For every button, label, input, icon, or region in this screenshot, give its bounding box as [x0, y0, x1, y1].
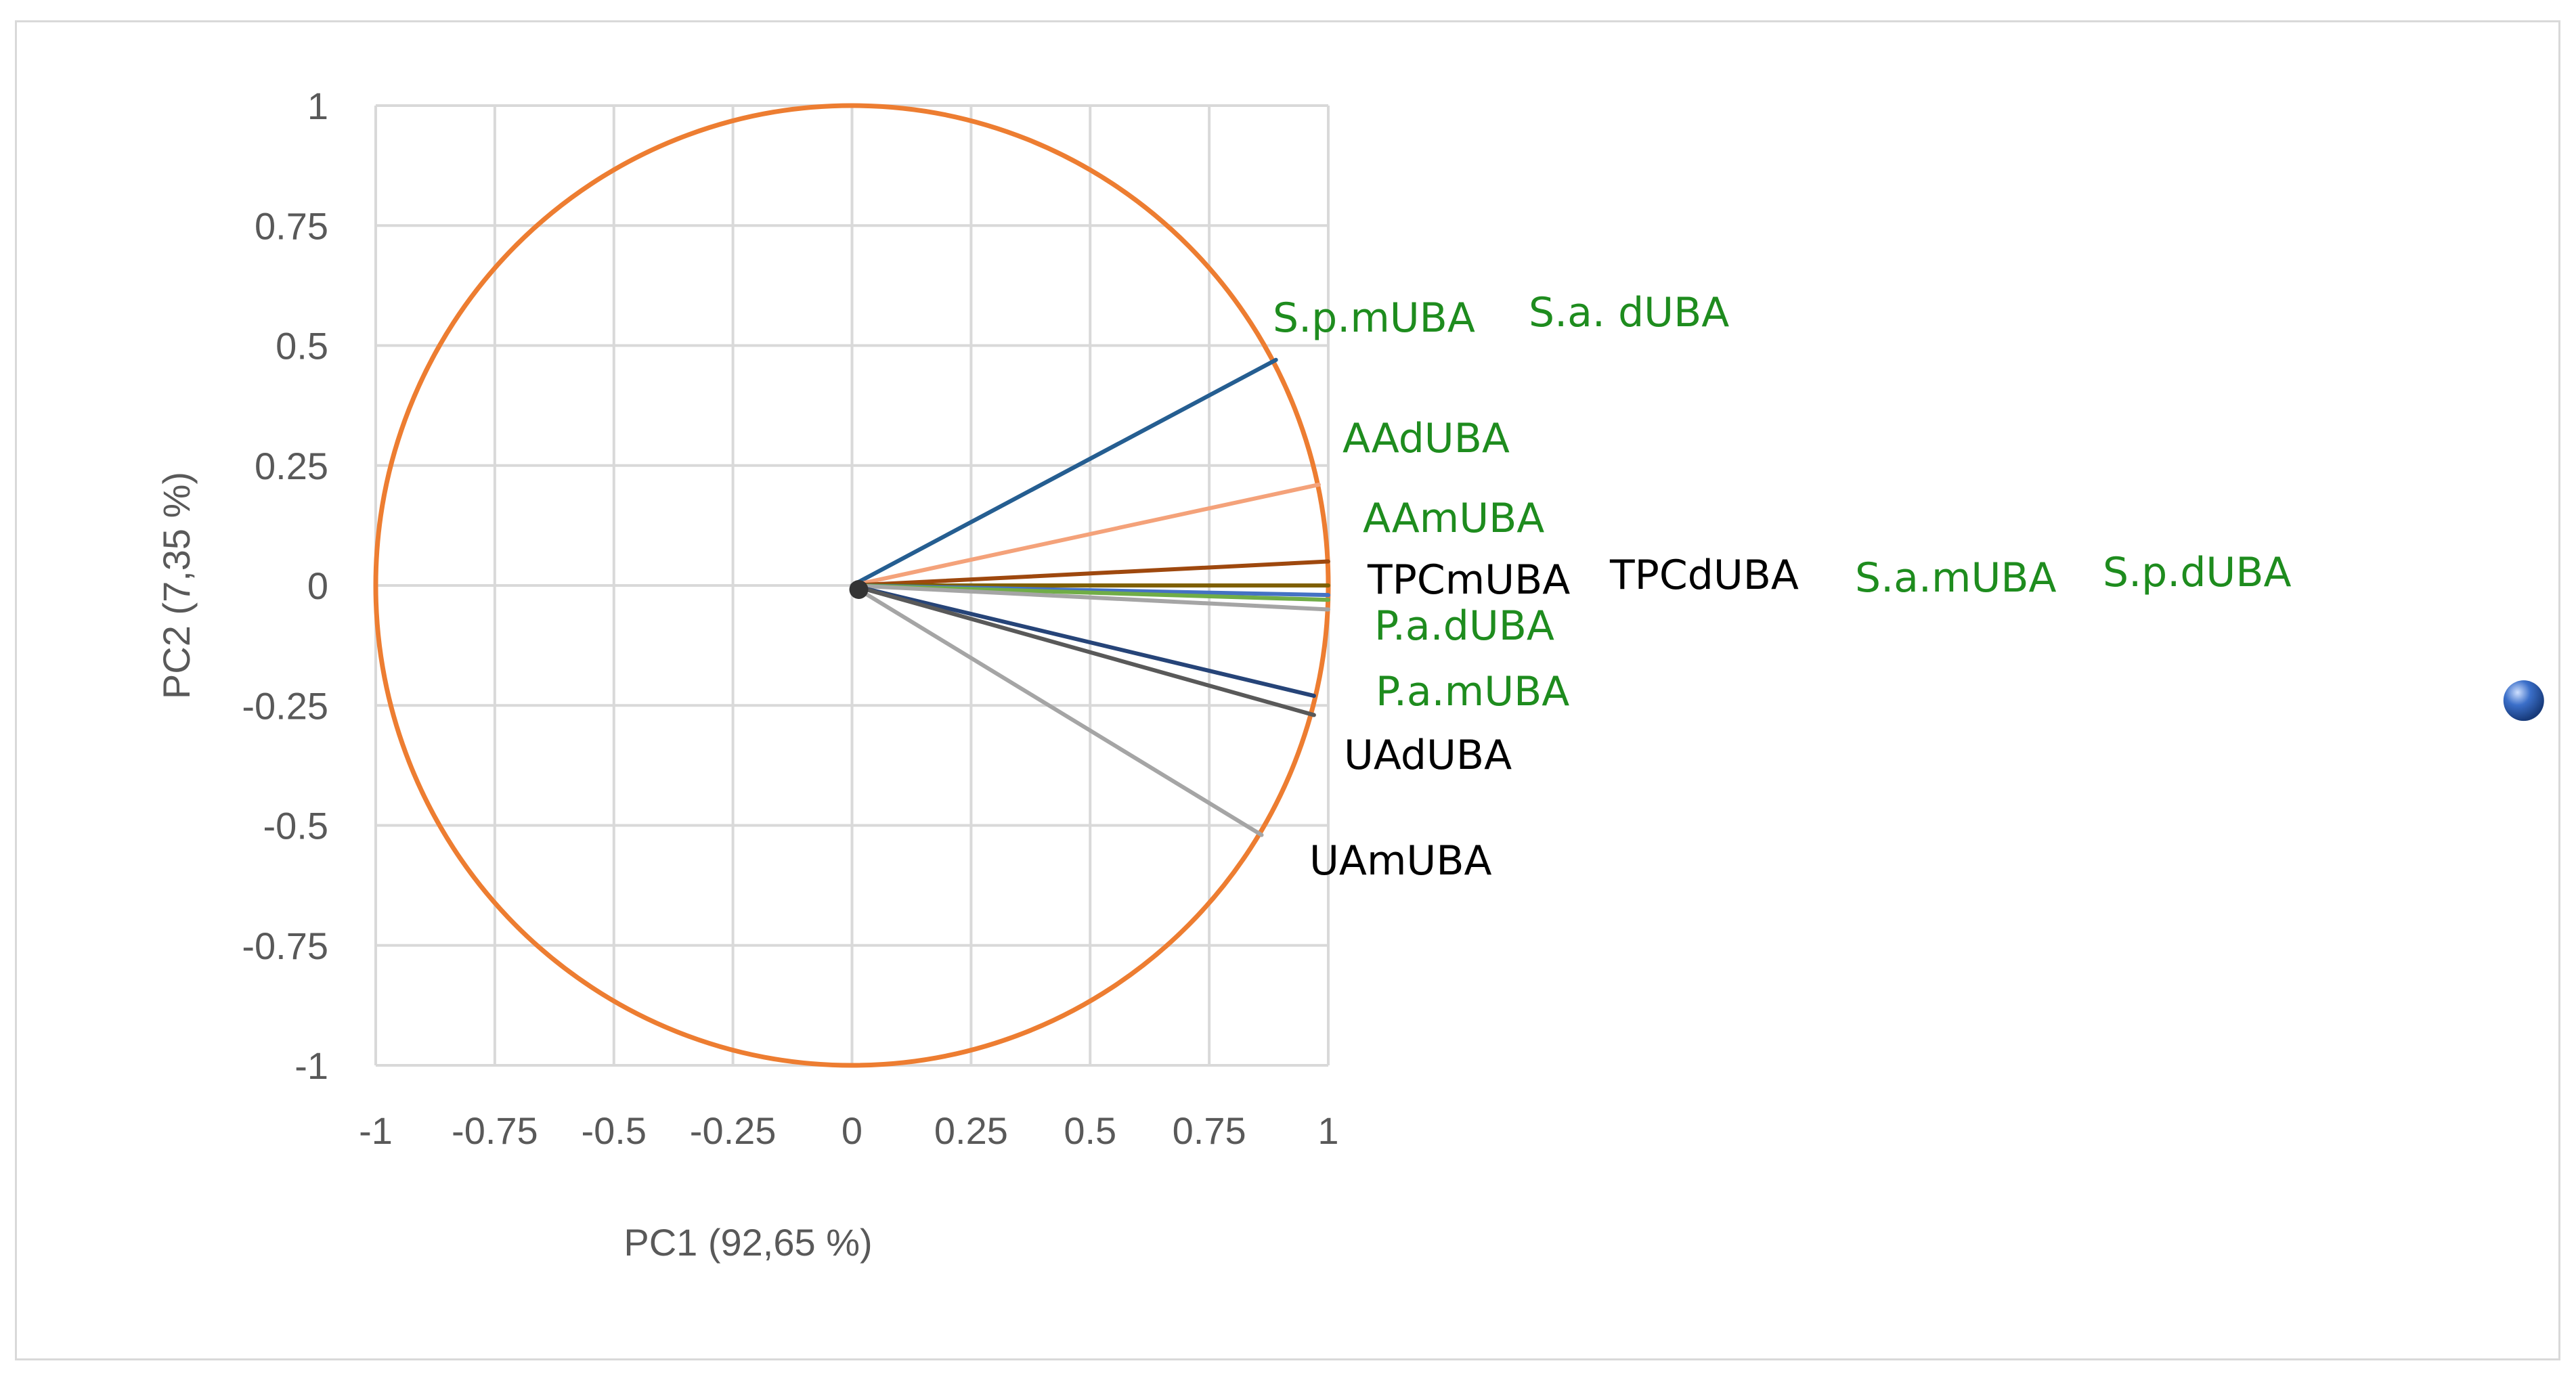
vector-label: UAmUBA — [1309, 837, 1492, 885]
origin-point — [849, 580, 869, 599]
loading-vector — [850, 583, 1264, 837]
vector-label: S.a.mUBA — [1855, 554, 2057, 602]
y-tick-label: 0.25 — [255, 445, 328, 487]
x-tick-label: -0.75 — [452, 1109, 538, 1152]
y-axis-title: PC2 (7,35 %) — [155, 472, 198, 699]
data-point-marker — [2503, 680, 2544, 722]
y-tick-label: -0.5 — [263, 805, 329, 847]
vector-label: UAdUBA — [1344, 732, 1512, 779]
y-tick-label: 1 — [307, 85, 328, 127]
loading-vector — [850, 559, 1330, 587]
vector-label: AAdUBA — [1342, 415, 1510, 462]
vector-label: P.a.mUBA — [1376, 668, 1569, 715]
loading-vector — [850, 583, 1316, 698]
vector-label: TPCmUBA — [1367, 556, 1570, 604]
x-tick-label: -1 — [359, 1109, 393, 1152]
x-tick-label: 1 — [1317, 1109, 1338, 1152]
x-tick-label: 0.5 — [1064, 1109, 1116, 1152]
vector-label: AAmUBA — [1363, 495, 1544, 542]
y-tick-label: 0 — [307, 564, 328, 607]
loading-vector — [850, 583, 1330, 612]
data-marker — [2503, 680, 2544, 722]
y-tick-label: 0.5 — [276, 325, 328, 368]
loading-vector — [850, 583, 1316, 717]
loading-vectors — [849, 357, 1330, 837]
vector-label: S.a. dUBA — [1529, 289, 1729, 336]
x-tick-label: 0.25 — [934, 1109, 1008, 1152]
y-tick-label: -0.25 — [242, 684, 328, 727]
vector-labels: S.p.mUBA S.a. dUBA AAdUBA AAmUBA TPCmUBA TPCd… — [1273, 289, 2292, 885]
vector-label: S.p.mUBA — [1273, 294, 1475, 342]
x-tick-label: -0.5 — [582, 1109, 647, 1152]
x-tick-label: -0.25 — [690, 1109, 777, 1152]
x-tick-label: 0 — [842, 1109, 863, 1152]
loading-vector — [850, 357, 1278, 587]
y-tick-label: 0.75 — [255, 204, 328, 247]
x-tick-label: 0.75 — [1173, 1109, 1246, 1152]
vector-label: TPCdUBA — [1609, 552, 1799, 599]
vector-label: P.a.dUBA — [1374, 602, 1554, 650]
vector-label: S.p.dUBA — [2103, 549, 2292, 596]
axis-ticks: -1 -0.75 -0.5 -0.25 0 0.25 0.5 0.75 1 1 0.75 0.5 0.2… — [242, 85, 1338, 1152]
x-axis-title: PC1 (92,65 %) — [624, 1221, 872, 1264]
loading-vector — [850, 483, 1321, 587]
y-tick-label: -1 — [294, 1044, 328, 1087]
y-tick-label: -0.75 — [242, 925, 328, 967]
